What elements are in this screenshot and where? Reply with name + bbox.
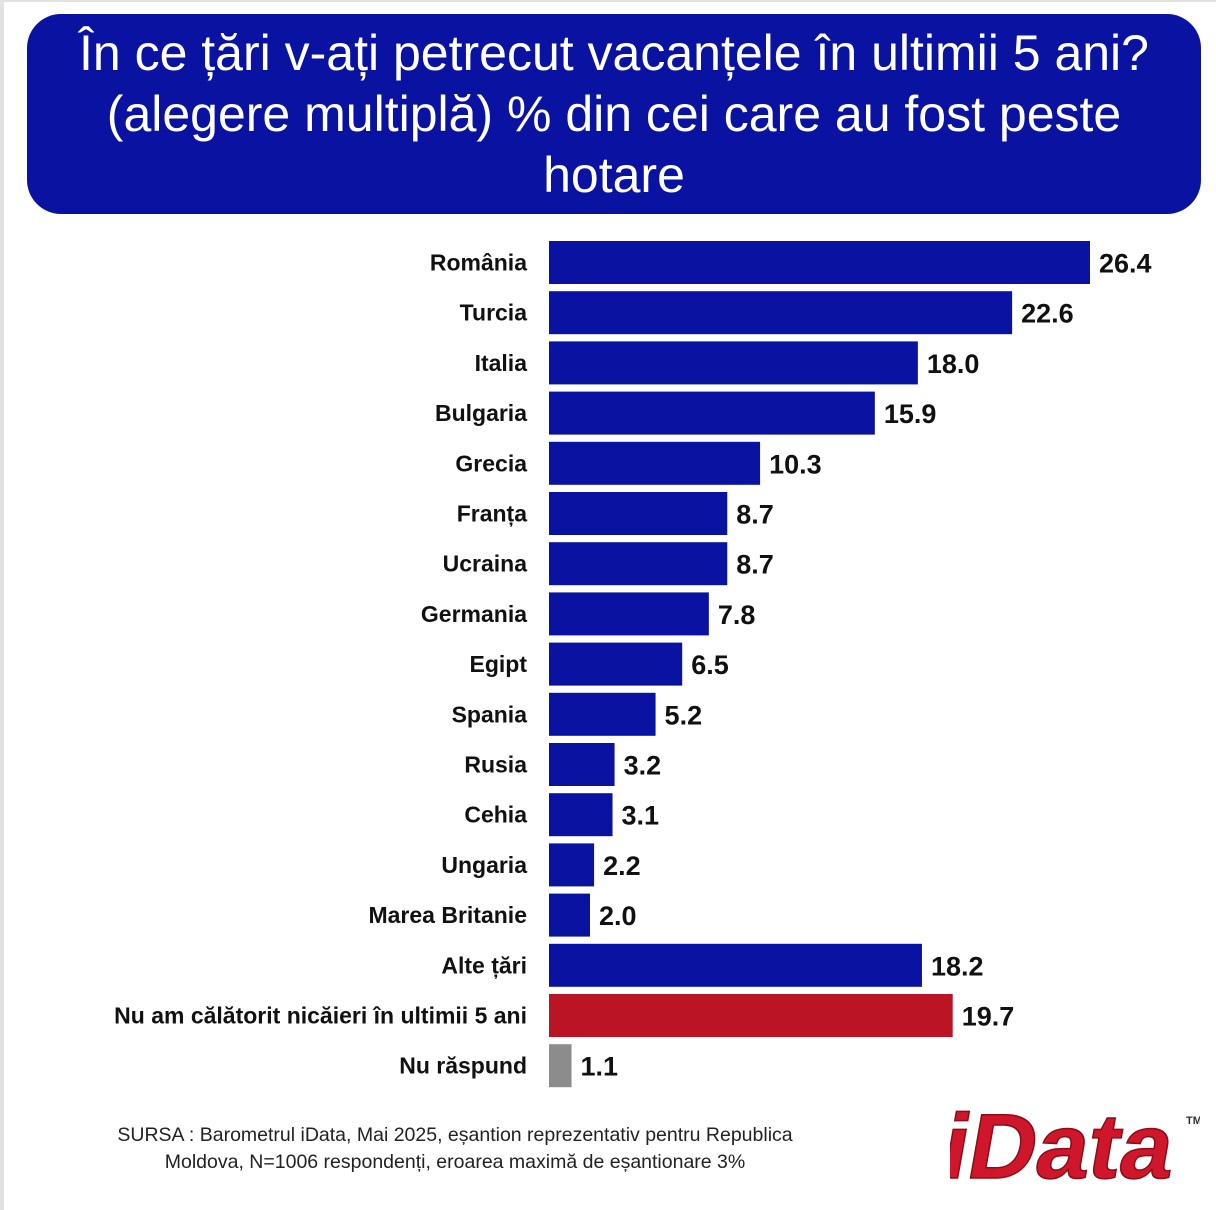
- logo-trademark: TM: [1186, 1115, 1200, 1127]
- category-label-2: Italia: [475, 350, 528, 376]
- value-label-4: 10.3: [769, 449, 822, 479]
- category-label-7: Germania: [421, 601, 527, 627]
- category-label-16: Nu răspund: [399, 1053, 527, 1079]
- category-label-3: Bulgaria: [435, 400, 527, 426]
- value-label-11: 3.1: [622, 801, 660, 831]
- value-label-6: 8.7: [736, 550, 774, 580]
- value-label-14: 18.2: [931, 951, 984, 981]
- bar-11: [549, 793, 613, 837]
- category-label-0: România: [430, 250, 527, 276]
- bar-6: [549, 542, 728, 586]
- category-label-13: Marea Britanie: [368, 902, 527, 928]
- category-label-11: Cehia: [464, 802, 527, 828]
- category-label-1: Turcia: [460, 300, 528, 326]
- bar-8: [549, 642, 683, 686]
- bar-1: [549, 291, 1013, 335]
- value-label-13: 2.0: [599, 901, 637, 931]
- category-label-4: Grecia: [455, 450, 527, 476]
- bar-5: [549, 492, 728, 535]
- bar-9: [549, 692, 656, 736]
- bar-12: [549, 843, 595, 887]
- bar-4: [549, 441, 761, 485]
- chart-title: În ce țări v-ați petrecut vacanțele în u…: [79, 24, 1149, 203]
- category-label-15: Nu am călătorit nicăieri în ultimii 5 an…: [114, 1003, 527, 1029]
- bar-chart: România 26.4 Turcia 22.6 Italia 18.0 Bulgaria 1…: [114, 241, 1152, 1088]
- value-label-3: 15.9: [884, 399, 937, 429]
- category-label-5: Franța: [457, 501, 528, 528]
- value-label-0: 26.4: [1099, 249, 1152, 279]
- bar-15: [549, 994, 953, 1037]
- value-label-2: 18.0: [927, 349, 980, 379]
- value-label-9: 5.2: [665, 700, 703, 730]
- value-label-16: 1.1: [581, 1052, 619, 1082]
- value-label-12: 2.2: [603, 851, 641, 881]
- source-line-1: SURSA : Barometrul iData, Mai 2025, eșan…: [117, 1124, 793, 1146]
- bar-16: [549, 1044, 572, 1088]
- source-note: SURSA : Barometrul iData, Mai 2025, eșan…: [40, 1122, 870, 1176]
- bar-7: [549, 592, 709, 636]
- title-banner: În ce țări v-ați petrecut vacanțele în u…: [27, 14, 1201, 214]
- logo-wordmark: iData: [950, 1095, 1184, 1188]
- left-edge: [0, 0, 4, 1210]
- bar-3: [549, 391, 875, 435]
- bar-2: [549, 341, 918, 385]
- category-label-8: Egipt: [470, 651, 528, 677]
- category-label-14: Alte țări: [441, 952, 527, 979]
- category-label-12: Ungaria: [441, 852, 527, 878]
- bar-13: [549, 893, 590, 937]
- value-label-10: 3.2: [624, 751, 662, 781]
- bar-0: [549, 241, 1090, 284]
- category-label-10: Rusia: [464, 752, 527, 778]
- source-line-2: Moldova, N=1006 respondenți, eroarea max…: [164, 1151, 746, 1173]
- value-label-8: 6.5: [691, 650, 729, 680]
- category-label-9: Spania: [452, 701, 528, 727]
- value-label-5: 8.7: [736, 500, 774, 530]
- bar-14: [549, 943, 922, 987]
- value-label-15: 19.7: [962, 1002, 1015, 1032]
- bar-10: [549, 743, 615, 786]
- category-label-6: Ucraina: [443, 551, 528, 577]
- value-label-7: 7.8: [718, 600, 756, 630]
- idata-logo: iData TM: [950, 1094, 1200, 1188]
- top-edge: [0, 0, 1216, 2]
- value-label-1: 22.6: [1021, 299, 1074, 329]
